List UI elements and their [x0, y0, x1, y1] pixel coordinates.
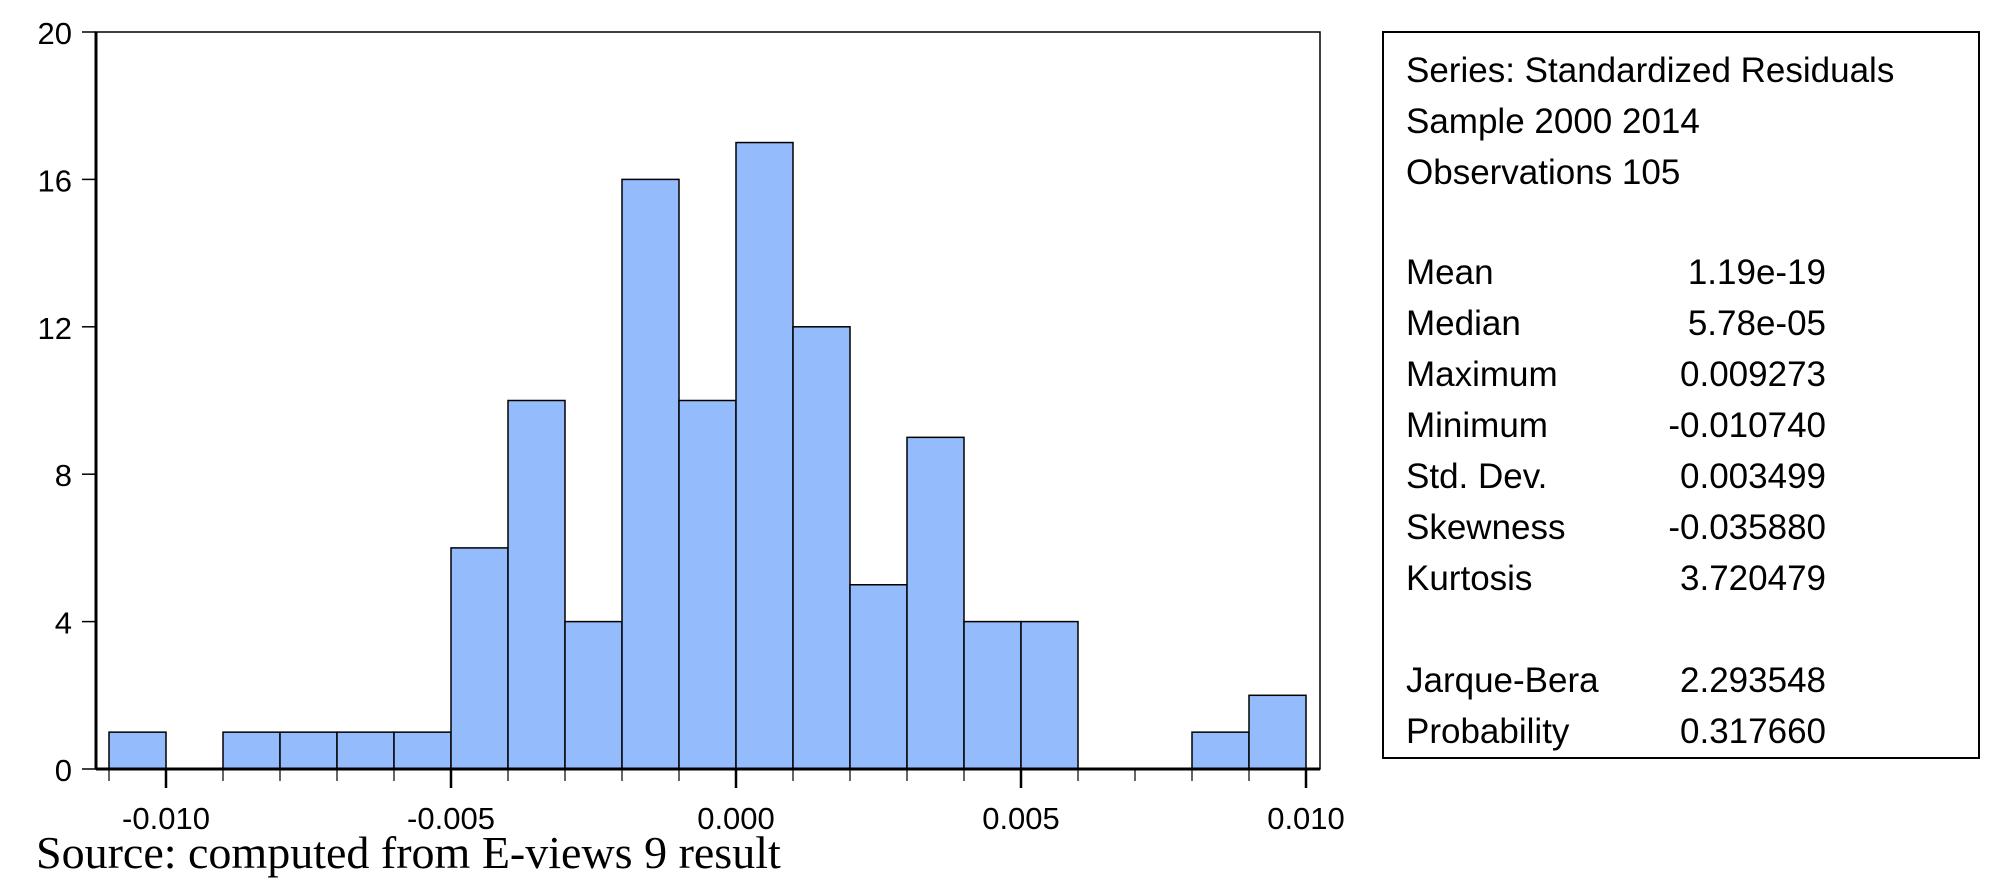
- histogram-bar: [1020, 620, 1079, 770]
- descriptive-stats-box: Series: Standardized Residuals Sample 20…: [1382, 31, 1980, 759]
- histogram-bars: [108, 141, 1307, 770]
- x-axis-ticks: -0.010 -0.005 0.000 0.005 0.010: [108, 770, 1345, 830]
- x-tick-label: 0.000: [697, 801, 775, 830]
- histogram-bar: [108, 731, 167, 770]
- histogram-bar: [1248, 694, 1307, 770]
- observations-count: Observations 105: [1406, 153, 1681, 192]
- x-tick-label: 0.005: [982, 801, 1060, 830]
- y-tick-label: 16: [38, 163, 72, 198]
- histogram-bar: [393, 731, 452, 770]
- sample-range: Sample 2000 2014: [1406, 102, 1700, 141]
- x-tick-label: 0.010: [1267, 801, 1345, 830]
- y-tick-label: 8: [55, 458, 72, 493]
- histogram-bar: [450, 547, 509, 770]
- histogram-bar: [735, 141, 794, 770]
- histogram-bar: [336, 731, 395, 770]
- y-tick-label: 12: [38, 311, 72, 346]
- series-name: Series: Standardized Residuals: [1406, 51, 1895, 90]
- y-tick-label: 0: [55, 753, 72, 788]
- histogram-bar: [621, 178, 680, 770]
- x-tick-label: -0.005: [407, 801, 495, 830]
- y-tick-label: 20: [38, 16, 72, 51]
- histogram-bar: [222, 731, 281, 770]
- histogram-bar: [564, 620, 623, 770]
- y-axis-ticks: 0 4 8 12 16 20: [38, 16, 96, 788]
- histogram-bar: [279, 731, 338, 770]
- histogram-chart: 0 4 8 12 16 20 -0.010 -0.005 0.000 0.005 0.010: [38, 16, 1345, 830]
- histogram-bar: [906, 436, 965, 770]
- histogram-bar: [963, 620, 1022, 770]
- histogram-bar: [849, 584, 908, 770]
- histogram-bar: [1191, 731, 1250, 770]
- histogram-bar: [507, 399, 566, 770]
- source-note: Source: computed from E-views 9 result: [36, 827, 781, 878]
- y-tick-label: 4: [55, 606, 72, 641]
- x-tick-label: -0.010: [122, 801, 210, 830]
- histogram-bar: [678, 399, 737, 770]
- histogram-bar: [792, 326, 851, 770]
